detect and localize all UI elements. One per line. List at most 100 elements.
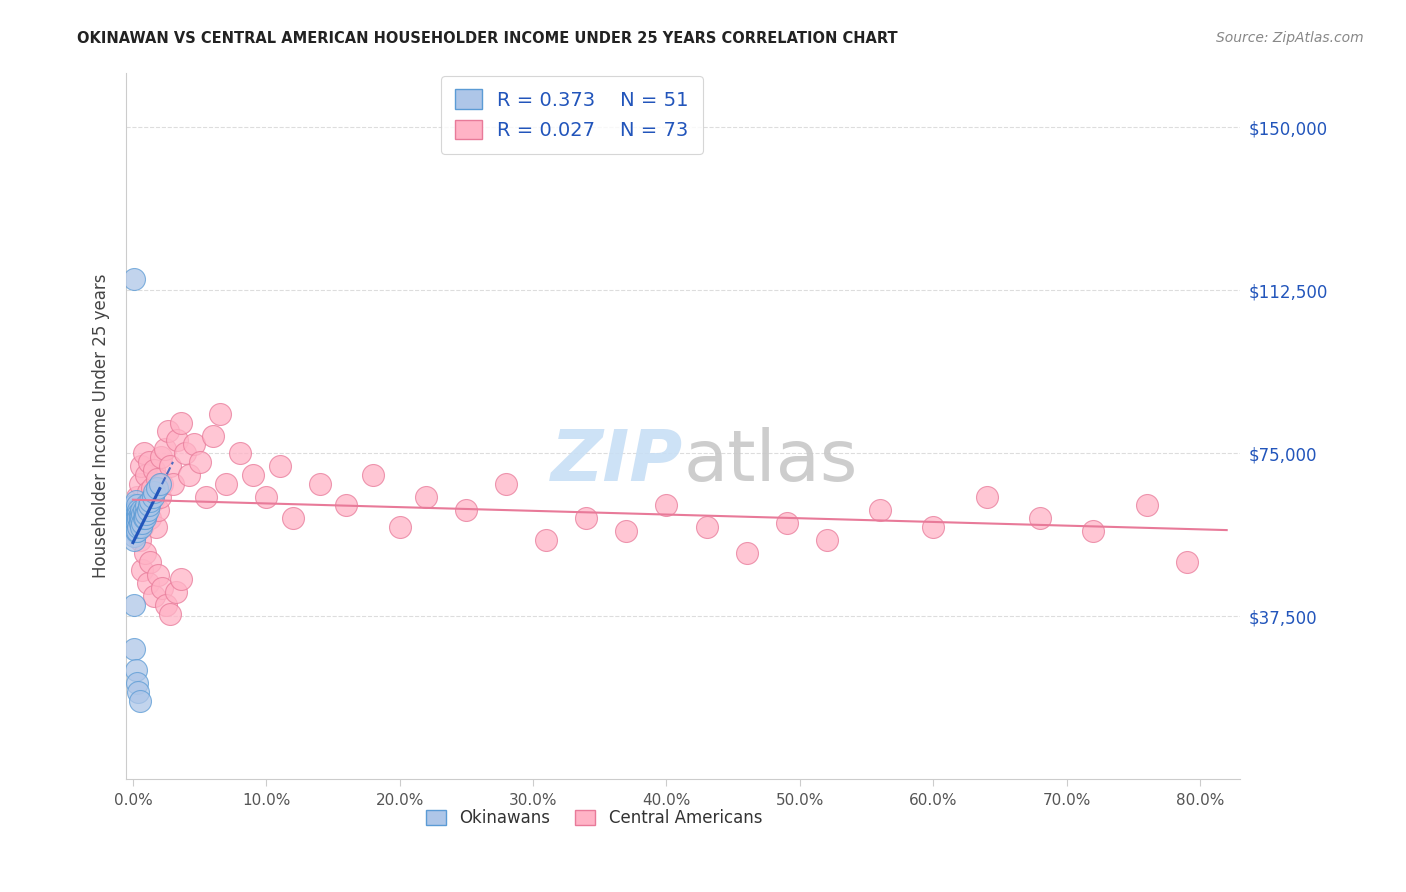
Point: [125, 676, 148, 690]
Point: [135, 507, 157, 521]
Point: [170, 572, 193, 586]
Point: [127, 511, 149, 525]
Point: [155, 598, 177, 612]
Text: ZIP: ZIP: [551, 426, 683, 496]
Y-axis label: Householder Income Under 25 years: Householder Income Under 25 years: [93, 274, 110, 578]
Point: [165, 585, 187, 599]
Point: [242, 467, 264, 482]
Point: [162, 476, 184, 491]
Point: [869, 502, 891, 516]
Point: [183, 437, 205, 451]
Text: OKINAWAN VS CENTRAL AMERICAN HOUSEHOLDER INCOME UNDER 25 YEARS CORRELATION CHART: OKINAWAN VS CENTRAL AMERICAN HOUSEHOLDER…: [77, 31, 898, 46]
Point: [308, 476, 330, 491]
Point: [228, 446, 250, 460]
Point: [775, 516, 797, 530]
Point: [254, 490, 277, 504]
Point: [215, 476, 238, 491]
Point: [125, 498, 148, 512]
Point: [127, 502, 149, 516]
Point: [159, 459, 181, 474]
Text: atlas: atlas: [683, 426, 858, 496]
Point: [134, 511, 156, 525]
Point: [1083, 524, 1105, 539]
Point: [143, 590, 166, 604]
Text: Source: ZipAtlas.com: Source: ZipAtlas.com: [1216, 31, 1364, 45]
Point: [127, 520, 149, 534]
Point: [150, 581, 173, 595]
Point: [128, 507, 150, 521]
Point: [131, 507, 153, 521]
Point: [536, 533, 558, 547]
Point: [138, 455, 160, 469]
Point: [131, 516, 153, 530]
Point: [148, 502, 170, 516]
Point: [208, 407, 231, 421]
Point: [142, 494, 165, 508]
Point: [132, 446, 155, 460]
Point: [456, 502, 478, 516]
Point: [128, 694, 150, 708]
Point: [166, 433, 188, 447]
Point: [146, 481, 169, 495]
Point: [124, 498, 146, 512]
Point: [146, 472, 169, 486]
Point: [124, 516, 146, 530]
Point: [142, 490, 165, 504]
Point: [127, 685, 149, 699]
Point: [201, 428, 224, 442]
Point: [134, 498, 156, 512]
Point: [124, 533, 146, 547]
Point: [361, 467, 384, 482]
Legend: Okinawans, Central Americans: Okinawans, Central Americans: [419, 803, 769, 834]
Point: [335, 498, 357, 512]
Point: [125, 524, 148, 539]
Point: [695, 520, 717, 534]
Point: [125, 511, 148, 525]
Point: [141, 481, 163, 495]
Point: [128, 511, 150, 525]
Point: [131, 563, 153, 577]
Point: [125, 490, 148, 504]
Point: [124, 520, 146, 534]
Point: [129, 502, 152, 516]
Point: [495, 476, 517, 491]
Point: [124, 494, 146, 508]
Point: [124, 641, 146, 656]
Point: [1136, 498, 1159, 512]
Point: [150, 476, 173, 491]
Point: [124, 528, 146, 542]
Point: [815, 533, 838, 547]
Point: [143, 463, 166, 477]
Point: [145, 520, 167, 534]
Point: [177, 467, 200, 482]
Point: [124, 507, 146, 521]
Point: [156, 425, 179, 439]
Point: [135, 467, 157, 482]
Point: [735, 546, 758, 560]
Point: [269, 459, 291, 474]
Point: [129, 459, 152, 474]
Point: [125, 507, 148, 521]
Point: [415, 490, 437, 504]
Point: [195, 490, 218, 504]
Point: [616, 524, 638, 539]
Point: [135, 498, 157, 512]
Point: [281, 511, 304, 525]
Point: [131, 520, 153, 534]
Point: [1175, 555, 1198, 569]
Point: [125, 516, 148, 530]
Point: [655, 498, 678, 512]
Point: [136, 576, 159, 591]
Point: [134, 507, 156, 521]
Point: [124, 524, 146, 539]
Point: [124, 524, 146, 539]
Point: [159, 607, 181, 621]
Point: [149, 476, 172, 491]
Point: [124, 663, 146, 677]
Point: [124, 272, 146, 286]
Point: [124, 511, 146, 525]
Point: [132, 511, 155, 525]
Point: [188, 455, 211, 469]
Point: [132, 502, 155, 516]
Point: [124, 502, 146, 516]
